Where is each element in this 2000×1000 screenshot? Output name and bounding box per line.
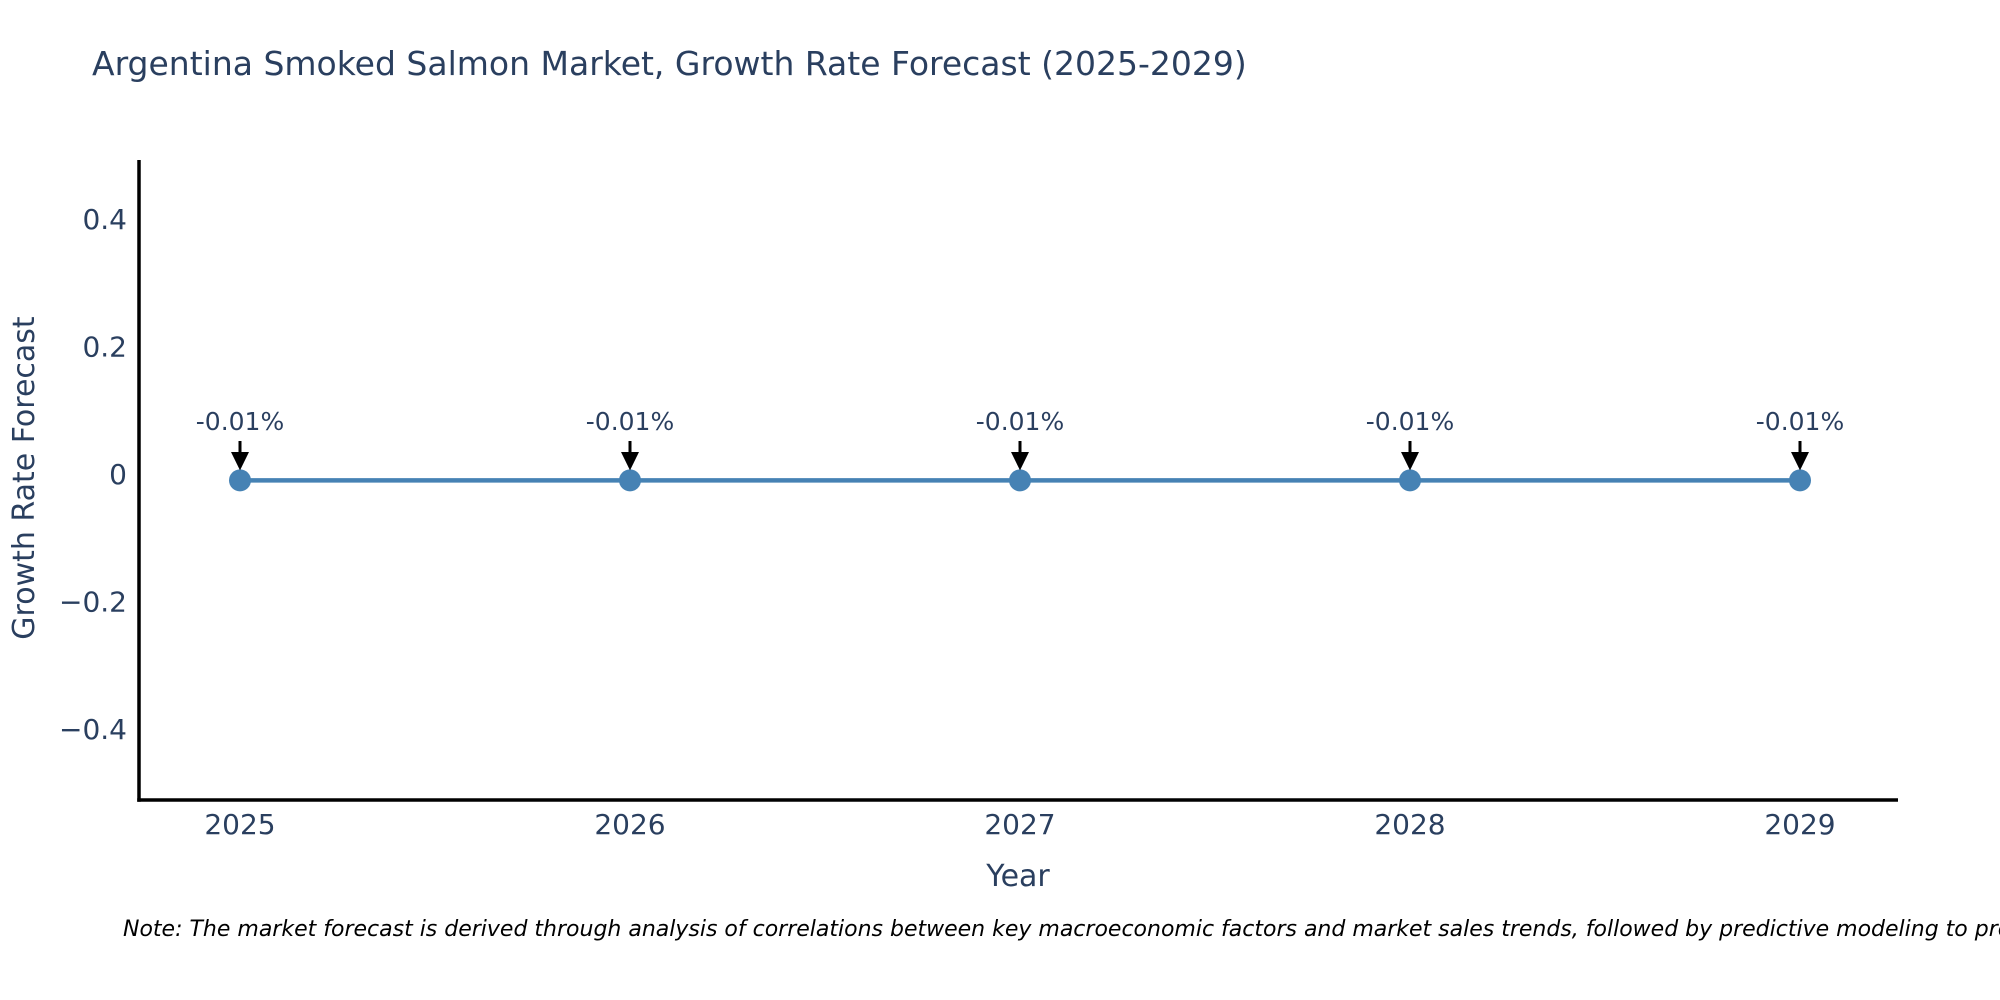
data-point-marker[interactable] [619,469,641,492]
annotation-label: -0.01% [586,407,674,436]
annotation-arrow-head [231,452,249,471]
data-point-marker[interactable] [1789,469,1811,492]
annotation-label: -0.01% [1366,407,1454,436]
annotation-arrow-head [621,452,639,471]
annotation-arrow-head [1011,452,1029,471]
data-point-marker[interactable] [1009,469,1031,492]
y-tick-label: 0 [109,458,127,491]
annotation-arrow-head [1401,452,1419,471]
chart-title: Argentina Smoked Salmon Market, Growth R… [92,44,1247,83]
plot-area: 0.4 0.2 0 −0.2 −0.4 2025 2026 2027 2028 2029 -0.01… [59,160,1898,841]
data-point-marker[interactable] [1399,469,1421,492]
x-tick-label: 2029 [1764,808,1835,841]
x-tick-label: 2027 [984,808,1055,841]
x-tick-label: 2026 [594,808,665,841]
annotation-label: -0.01% [1756,407,1844,436]
x-tick-label: 2025 [204,808,275,841]
annotation-label: -0.01% [196,407,284,436]
annotation-label: -0.01% [976,407,1064,436]
footnote: Note: The market forecast is derived thr… [123,917,2000,942]
x-axis-title: Year [985,859,1050,894]
y-tick-label: −0.2 [59,586,127,619]
y-axis-title: Growth Rate Forecast [7,316,42,640]
data-point-marker[interactable] [229,469,251,492]
annotation-arrow-head [1791,452,1809,471]
y-tick-label: −0.4 [59,713,127,746]
x-tick-label: 2028 [1374,808,1445,841]
y-tick-label: 0.2 [82,331,127,364]
y-tick-label: 0.4 [82,203,127,236]
